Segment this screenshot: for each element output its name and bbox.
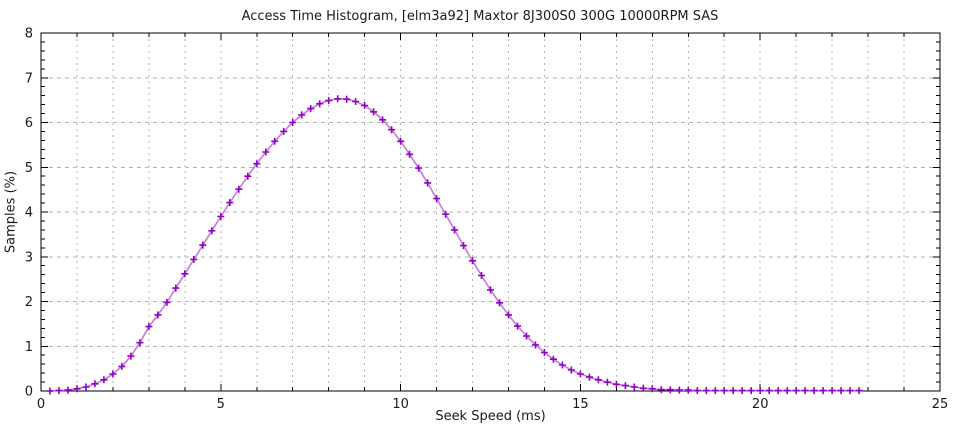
svg-text:0: 0 (37, 397, 45, 412)
svg-text:15: 15 (572, 397, 589, 412)
svg-text:1: 1 (25, 340, 33, 355)
svg-text:0: 0 (25, 385, 33, 400)
series-line (49, 97, 860, 392)
svg-text:6: 6 (25, 116, 33, 131)
plot-border (40, 32, 941, 392)
svg-text:25: 25 (932, 397, 949, 412)
svg-text:5: 5 (217, 397, 225, 412)
svg-text:7: 7 (25, 71, 33, 86)
svg-text:5: 5 (25, 161, 33, 176)
svg-text:2: 2 (25, 295, 33, 310)
x-axis-label: Seek Speed (ms) (435, 409, 546, 424)
series-markers (46, 95, 863, 395)
tick-labels: 0 5 10 15 20 25 0 1 2 3 4 5 6 7 8 (25, 27, 949, 413)
chart-title: Access Time Histogram, [elm3a92] Maxtor … (241, 9, 719, 24)
svg-text:20: 20 (752, 397, 769, 412)
gridlines (41, 33, 940, 391)
svg-text:8: 8 (25, 27, 33, 42)
svg-text:3: 3 (25, 250, 33, 265)
svg-text:10: 10 (392, 397, 409, 412)
svg-text:4: 4 (25, 206, 33, 221)
